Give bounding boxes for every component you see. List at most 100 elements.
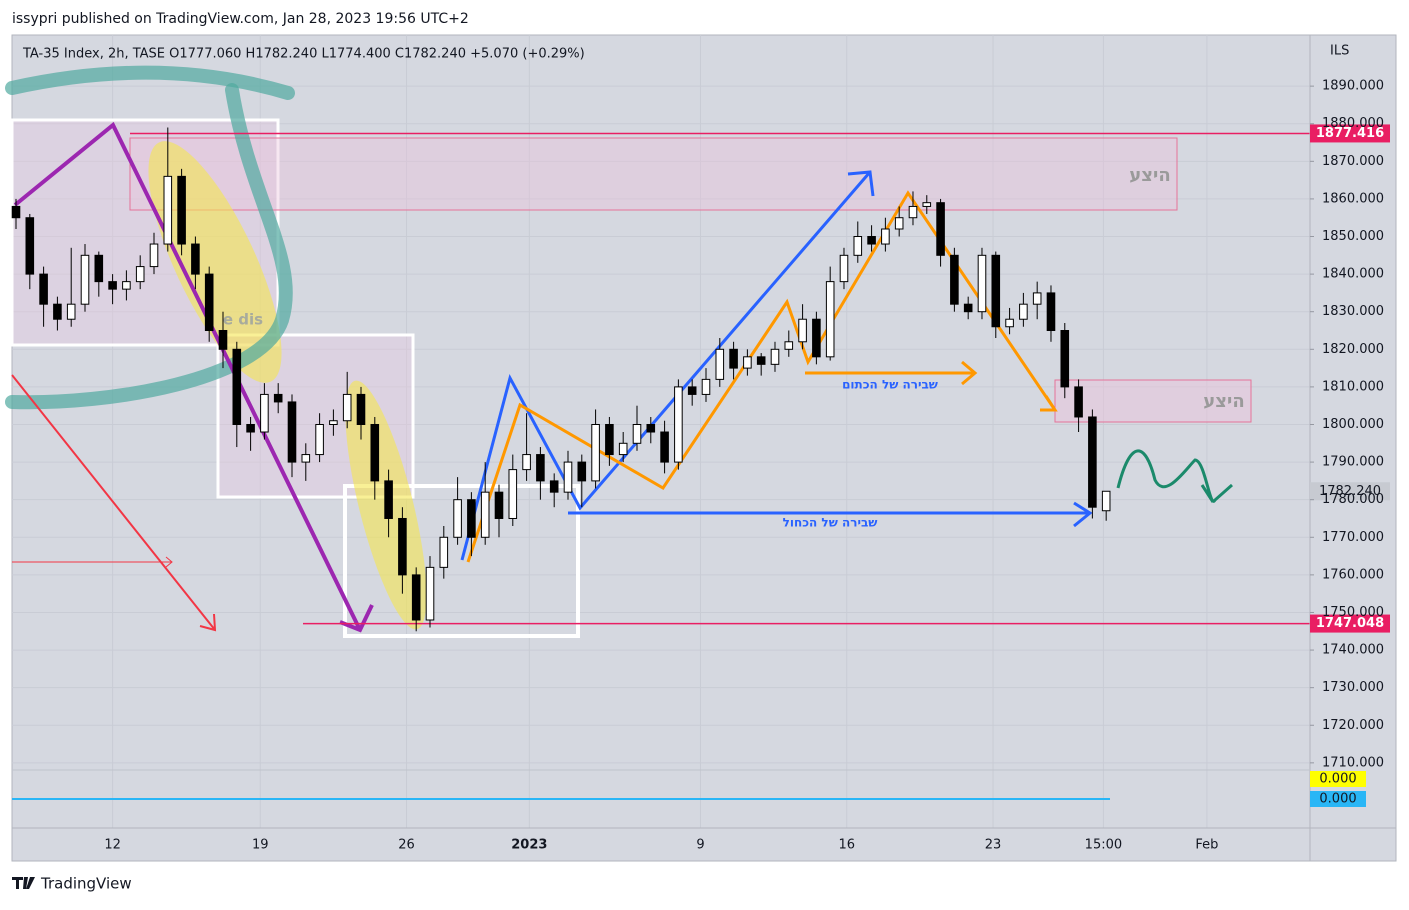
candle-body [1060,330,1070,388]
attribution: issypri published on TradingView.com, Ja… [12,11,469,27]
wave [466,190,1058,563]
candle-body [149,243,159,268]
candle-body [453,499,462,538]
y-tick-label: 1860.000 [1322,191,1384,206]
supply-zone [129,137,1178,211]
candle-body [908,205,918,219]
candle-body [563,461,573,493]
candle-body [1005,318,1014,328]
candle-body [439,536,449,568]
candle-body [922,202,932,207]
candle-body [425,566,435,621]
axis-unit: ILS [1330,44,1349,59]
annotation: e dis [223,311,263,329]
candle-body [591,423,600,482]
candle-body [80,254,90,305]
candle-body [370,423,380,482]
indicator-tag [1310,791,1366,807]
x-tick-label: 12 [104,838,121,853]
x-tick-label: 19 [252,838,269,853]
y-tick-label: 1810.000 [1322,379,1384,394]
price-tag-label: 1877.416 [1316,126,1384,141]
candle-body [701,378,711,395]
candle-body [839,254,849,283]
y-tick-label: 1760.000 [1322,567,1384,582]
candle-body [467,499,476,538]
x-tick-label: 15:00 [1085,838,1122,853]
annotation: היצע [1129,165,1170,186]
candle-body [384,480,393,519]
y-tick-label: 1890.000 [1322,79,1384,94]
x-tick-label: 23 [985,838,1002,853]
candle-body [812,318,821,358]
y-tick-label: 1800.000 [1322,417,1384,432]
candle-body [218,330,228,350]
candle-body [39,273,48,305]
candle-body [1046,292,1056,332]
arrow [11,374,217,632]
indicator-tag-label: 0.000 [1319,792,1356,807]
candle-body [108,281,117,290]
candle-body [273,393,283,403]
y-tick-label: 1770.000 [1322,530,1384,545]
candle-body [549,480,559,493]
candle-body [798,318,807,343]
candle-body [53,303,62,320]
candle-body [508,469,518,519]
candle-body [232,348,242,425]
candle-body [1101,490,1111,512]
candle-body [853,236,863,256]
candle-body [522,454,531,471]
candle-body [825,281,835,358]
candle-body [743,356,752,369]
candle-body [881,228,890,245]
candle-body [646,423,656,433]
candle-body [398,517,407,576]
candle-body [260,393,269,433]
candle-body [660,431,669,463]
candle-body [411,574,421,621]
y-tick-label: 1820.000 [1322,342,1384,357]
candle-body [729,348,738,369]
candle-body [1019,303,1028,320]
candles [11,127,1310,800]
x-tick-label: 2023 [511,838,547,853]
candle-body [94,254,104,283]
trend-line [13,121,374,633]
candle-body [287,401,297,463]
candle-body [977,254,987,313]
x-tick-label: 9 [696,838,704,853]
candle-body [315,423,324,456]
annotation: שבירה של הכתום [842,378,938,392]
supply-zone [1054,379,1252,423]
projection [1116,449,1233,503]
chart-frame [11,34,1397,862]
candle-body [687,386,697,395]
y-tick-label: 1830.000 [1322,304,1384,319]
indicator-tag-label: 0.000 [1319,772,1356,787]
y-tick-label: 1730.000 [1322,680,1384,695]
candle-body [122,281,131,290]
candle-body [11,205,21,219]
candle-body [494,491,504,519]
candle-body [246,423,255,433]
candle-body [536,454,545,482]
x-tick-label: 16 [838,838,855,853]
candle-body [756,356,766,365]
chart-header: TA-35 Index, 2h, TASE O1777.060 H1782.24… [22,47,585,62]
candle-body [1088,416,1097,508]
candle-body [356,393,366,425]
candle-body [991,254,1001,328]
candle-body [963,303,973,313]
candle-body [577,461,587,482]
candle-body [674,386,683,463]
price-tag-label: 1747.048 [1316,616,1384,631]
candle-body [715,348,725,380]
arrow [12,556,173,568]
candle-body [1074,386,1083,418]
brush [5,65,295,100]
annotation: היצע [1203,391,1244,412]
price-tag [1310,124,1390,143]
y-tick-label: 1880.000 [1322,116,1384,131]
candle-body [605,423,614,456]
